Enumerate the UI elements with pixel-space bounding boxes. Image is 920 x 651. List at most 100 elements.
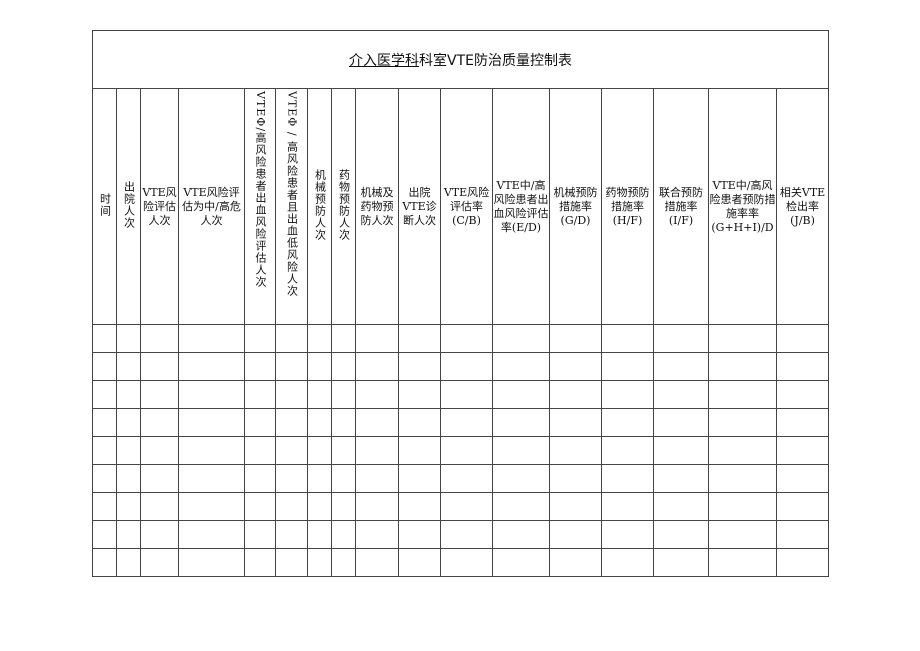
table-cell[interactable] bbox=[331, 436, 356, 465]
table-cell[interactable] bbox=[244, 492, 276, 521]
table-cell[interactable] bbox=[440, 352, 493, 381]
table-cell[interactable] bbox=[398, 464, 441, 493]
table-cell[interactable] bbox=[92, 324, 117, 353]
table-cell[interactable] bbox=[775, 324, 830, 353]
table-cell[interactable] bbox=[275, 408, 308, 437]
table-cell[interactable] bbox=[244, 408, 276, 437]
table-cell[interactable] bbox=[653, 436, 709, 465]
table-cell[interactable] bbox=[92, 548, 117, 577]
table-cell[interactable] bbox=[775, 408, 830, 437]
table-cell[interactable] bbox=[601, 380, 654, 409]
table-cell[interactable] bbox=[708, 520, 777, 549]
table-cell[interactable] bbox=[708, 464, 777, 493]
table-cell[interactable] bbox=[549, 324, 602, 353]
table-cell[interactable] bbox=[492, 380, 550, 409]
table-cell[interactable] bbox=[775, 464, 830, 493]
table-cell[interactable] bbox=[331, 380, 356, 409]
table-cell[interactable] bbox=[708, 436, 777, 465]
table-cell[interactable] bbox=[355, 352, 399, 381]
table-cell[interactable] bbox=[549, 492, 602, 521]
table-cell[interactable] bbox=[331, 324, 356, 353]
table-cell[interactable] bbox=[708, 352, 777, 381]
table-cell[interactable] bbox=[492, 520, 550, 549]
table-cell[interactable] bbox=[244, 436, 276, 465]
table-cell[interactable] bbox=[398, 352, 441, 381]
table-cell[interactable] bbox=[440, 548, 493, 577]
table-cell[interactable] bbox=[275, 380, 308, 409]
table-cell[interactable] bbox=[708, 324, 777, 353]
table-cell[interactable] bbox=[549, 464, 602, 493]
table-cell[interactable] bbox=[398, 492, 441, 521]
table-cell[interactable] bbox=[331, 352, 356, 381]
table-cell[interactable] bbox=[492, 492, 550, 521]
table-cell[interactable] bbox=[355, 324, 399, 353]
table-cell[interactable] bbox=[331, 464, 356, 493]
table-cell[interactable] bbox=[355, 436, 399, 465]
table-cell[interactable] bbox=[355, 464, 399, 493]
table-cell[interactable] bbox=[440, 520, 493, 549]
table-cell[interactable] bbox=[307, 408, 332, 437]
table-cell[interactable] bbox=[244, 324, 276, 353]
table-cell[interactable] bbox=[775, 520, 830, 549]
table-cell[interactable] bbox=[178, 520, 245, 549]
table-cell[interactable] bbox=[601, 352, 654, 381]
table-cell[interactable] bbox=[601, 324, 654, 353]
table-cell[interactable] bbox=[492, 548, 550, 577]
table-cell[interactable] bbox=[275, 464, 308, 493]
table-cell[interactable] bbox=[116, 352, 141, 381]
table-cell[interactable] bbox=[398, 324, 441, 353]
table-cell[interactable] bbox=[116, 380, 141, 409]
table-cell[interactable] bbox=[601, 520, 654, 549]
table-cell[interactable] bbox=[492, 408, 550, 437]
table-cell[interactable] bbox=[653, 380, 709, 409]
table-cell[interactable] bbox=[178, 492, 245, 521]
table-cell[interactable] bbox=[178, 548, 245, 577]
table-cell[interactable] bbox=[398, 408, 441, 437]
table-cell[interactable] bbox=[92, 408, 117, 437]
table-cell[interactable] bbox=[244, 464, 276, 493]
table-cell[interactable] bbox=[178, 324, 245, 353]
table-cell[interactable] bbox=[140, 436, 179, 465]
table-cell[interactable] bbox=[140, 380, 179, 409]
table-cell[interactable] bbox=[775, 548, 830, 577]
table-cell[interactable] bbox=[440, 408, 493, 437]
table-cell[interactable] bbox=[440, 492, 493, 521]
table-cell[interactable] bbox=[140, 520, 179, 549]
table-cell[interactable] bbox=[601, 548, 654, 577]
table-cell[interactable] bbox=[307, 436, 332, 465]
table-cell[interactable] bbox=[307, 492, 332, 521]
table-cell[interactable] bbox=[178, 436, 245, 465]
table-cell[interactable] bbox=[140, 492, 179, 521]
table-cell[interactable] bbox=[140, 352, 179, 381]
table-cell[interactable] bbox=[653, 492, 709, 521]
table-cell[interactable] bbox=[492, 464, 550, 493]
table-cell[interactable] bbox=[708, 408, 777, 437]
table-cell[interactable] bbox=[775, 352, 830, 381]
table-cell[interactable] bbox=[116, 464, 141, 493]
table-cell[interactable] bbox=[140, 464, 179, 493]
table-cell[interactable] bbox=[355, 520, 399, 549]
table-cell[interactable] bbox=[140, 408, 179, 437]
table-cell[interactable] bbox=[275, 324, 308, 353]
table-cell[interactable] bbox=[116, 520, 141, 549]
table-cell[interactable] bbox=[244, 548, 276, 577]
table-cell[interactable] bbox=[775, 492, 830, 521]
table-cell[interactable] bbox=[92, 492, 117, 521]
table-cell[interactable] bbox=[244, 352, 276, 381]
table-cell[interactable] bbox=[440, 464, 493, 493]
table-cell[interactable] bbox=[355, 408, 399, 437]
table-cell[interactable] bbox=[440, 324, 493, 353]
table-cell[interactable] bbox=[549, 352, 602, 381]
table-cell[interactable] bbox=[708, 492, 777, 521]
table-cell[interactable] bbox=[178, 408, 245, 437]
table-cell[interactable] bbox=[331, 548, 356, 577]
table-cell[interactable] bbox=[492, 352, 550, 381]
table-cell[interactable] bbox=[140, 324, 179, 353]
table-cell[interactable] bbox=[775, 436, 830, 465]
table-cell[interactable] bbox=[398, 436, 441, 465]
table-cell[interactable] bbox=[307, 520, 332, 549]
table-cell[interactable] bbox=[653, 352, 709, 381]
table-cell[interactable] bbox=[116, 324, 141, 353]
table-cell[interactable] bbox=[307, 324, 332, 353]
table-cell[interactable] bbox=[398, 548, 441, 577]
